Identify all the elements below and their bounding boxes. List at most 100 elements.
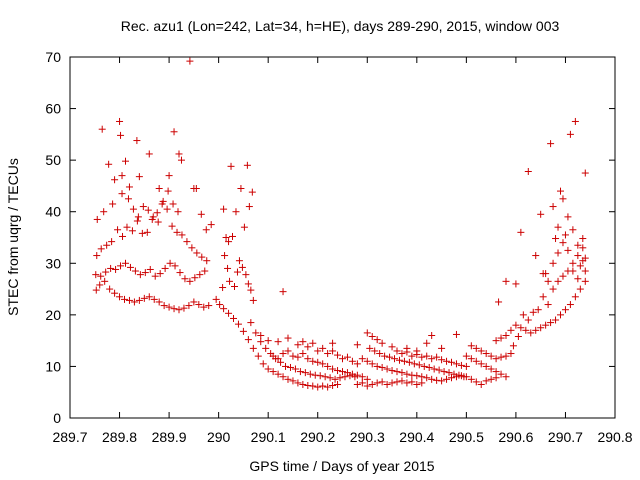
data-point [443, 375, 451, 383]
data-point [581, 254, 589, 262]
data-point [277, 358, 285, 366]
data-point [368, 380, 376, 388]
data-point [472, 357, 480, 365]
data-point [314, 358, 322, 366]
data-point [433, 376, 441, 384]
data-point [225, 309, 233, 317]
data-point [408, 352, 416, 360]
data-point [247, 319, 255, 327]
data-point [497, 334, 505, 342]
data-point [304, 343, 312, 351]
data-point [138, 229, 146, 237]
data-point [97, 272, 105, 280]
data-point [164, 187, 172, 195]
data-point [186, 277, 194, 285]
data-point [408, 371, 416, 379]
data-point [517, 324, 525, 332]
data-point [353, 380, 361, 388]
data-point [363, 382, 371, 390]
data-point [336, 374, 344, 382]
data-point [114, 226, 122, 234]
data-point [286, 363, 294, 371]
data-point [495, 298, 503, 306]
data-point [98, 125, 106, 133]
data-point [339, 368, 346, 376]
data-point [197, 210, 205, 218]
data-point [96, 281, 104, 289]
data-point [131, 267, 139, 275]
data-point [393, 347, 401, 355]
data-point [155, 298, 163, 306]
data-point [418, 373, 426, 381]
data-point [192, 185, 200, 193]
data-point [438, 356, 446, 364]
data-point [467, 342, 475, 350]
data-point [353, 371, 361, 379]
data-point [222, 234, 230, 241]
data-point [549, 259, 557, 267]
data-point [284, 334, 292, 342]
data-point [264, 365, 272, 373]
data-point [284, 375, 292, 383]
data-point [329, 365, 337, 373]
data-point [428, 375, 436, 383]
data-point [232, 208, 240, 216]
data-point [233, 268, 241, 276]
data-point [230, 282, 238, 290]
data-point [203, 257, 211, 265]
data-point [289, 352, 297, 360]
data-point [549, 203, 557, 211]
data-point [200, 303, 208, 311]
data-point [581, 267, 589, 275]
data-point [403, 379, 411, 387]
data-point [472, 378, 480, 386]
data-point [156, 270, 164, 278]
data-point [159, 197, 167, 205]
data-point [227, 162, 235, 170]
data-point [243, 161, 251, 169]
data-point [403, 348, 411, 356]
data-point [524, 167, 532, 175]
data-point [321, 373, 329, 381]
y-tick-labels: 0 10 20 30 40 50 60 70 [45, 49, 61, 426]
data-point [343, 353, 351, 361]
data-point [294, 341, 302, 349]
data-point [103, 241, 111, 249]
data-point [467, 355, 475, 363]
x-tick-label: 290.7 [548, 429, 583, 445]
data-point [244, 336, 252, 344]
data-point [542, 321, 550, 329]
data-point [230, 314, 237, 322]
data-point [249, 344, 257, 352]
data-point [383, 365, 391, 373]
data-points [92, 57, 589, 391]
data-point [413, 372, 421, 380]
data-point [547, 140, 555, 148]
data-point [221, 252, 229, 260]
data-point [410, 360, 418, 368]
data-point [309, 357, 317, 365]
data-point [371, 347, 379, 355]
data-point [552, 235, 560, 243]
data-point [198, 253, 206, 261]
data-point [373, 362, 381, 370]
data-point [175, 306, 183, 314]
y-tick-label: 70 [45, 49, 61, 65]
data-point [216, 301, 224, 309]
data-point [388, 343, 396, 351]
data-point [299, 350, 307, 358]
x-tick-label: 290 [207, 429, 231, 445]
data-point [125, 183, 133, 191]
data-point [102, 268, 110, 276]
x-tick-label: 290.4 [399, 429, 434, 445]
data-point [134, 213, 142, 221]
data-point [239, 327, 247, 335]
data-point [319, 360, 327, 368]
data-point [234, 320, 242, 328]
data-point [92, 286, 100, 294]
data-point [324, 362, 332, 370]
data-point [240, 223, 248, 231]
data-point [487, 375, 495, 383]
y-tick-label: 50 [45, 152, 61, 168]
data-point [561, 306, 569, 314]
